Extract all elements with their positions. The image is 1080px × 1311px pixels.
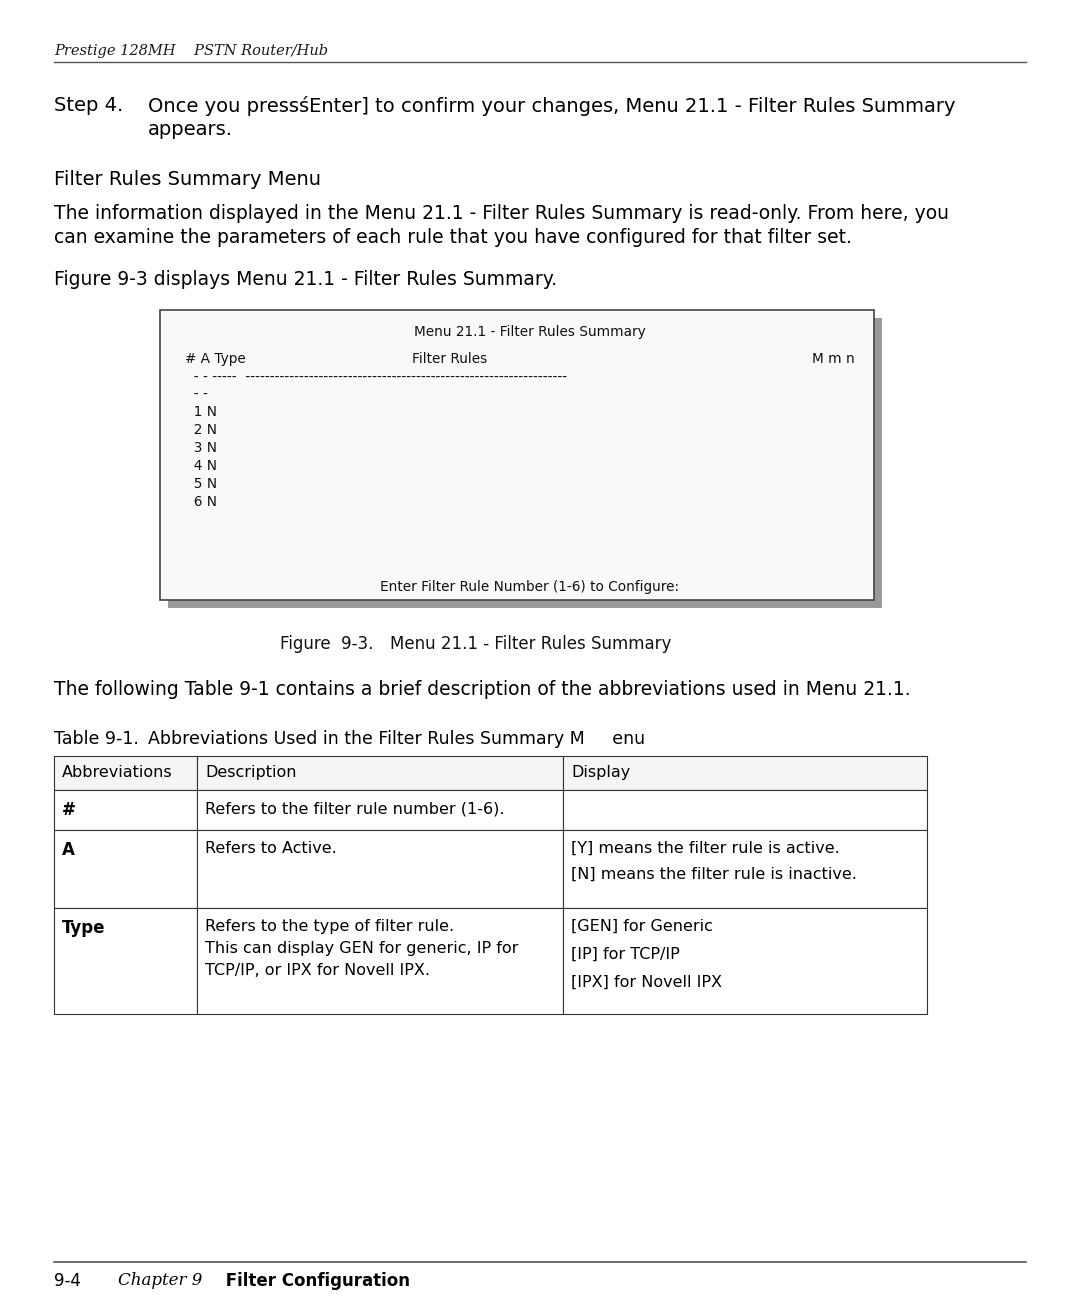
Text: Refers to Active.: Refers to Active.	[205, 840, 337, 856]
Text: [N] means the filter rule is inactive.: [N] means the filter rule is inactive.	[571, 867, 856, 882]
Text: Description: Description	[205, 766, 297, 780]
Text: 3 N: 3 N	[185, 440, 217, 455]
Text: A: A	[62, 840, 75, 859]
Text: 2 N: 2 N	[185, 423, 217, 437]
Bar	[563, 830, 927, 909]
Text: #: #	[62, 801, 76, 819]
Text: Abbreviations: Abbreviations	[62, 766, 173, 780]
Bar	[54, 756, 197, 791]
Text: [IPX] for Novell IPX: [IPX] for Novell IPX	[571, 975, 723, 990]
Text: Menu 21.1 - Filter Rules Summary: Menu 21.1 - Filter Rules Summary	[414, 325, 646, 340]
Text: This can display GEN for generic, IP for: This can display GEN for generic, IP for	[205, 941, 518, 956]
Text: Filter Rules Summary Menu: Filter Rules Summary Menu	[54, 170, 321, 189]
Bar	[54, 791, 197, 830]
Bar	[197, 756, 563, 791]
Text: Display: Display	[571, 766, 631, 780]
Text: Enter Filter Rule Number (1-6) to Configure:: Enter Filter Rule Number (1-6) to Config…	[380, 579, 679, 594]
Text: Type: Type	[62, 919, 106, 937]
Bar	[563, 756, 927, 791]
Bar	[54, 909, 197, 1013]
Text: Filter Rules: Filter Rules	[413, 351, 488, 366]
Text: Prestige 128MH    PSTN Router/Hub: Prestige 128MH PSTN Router/Hub	[54, 45, 328, 58]
Text: Once you pressśEnter] to confirm your changes, Menu 21.1 - Filter Rules Summary: Once you pressśEnter] to confirm your ch…	[148, 96, 956, 115]
Text: Chapter 9: Chapter 9	[118, 1272, 202, 1289]
Text: appears.: appears.	[148, 121, 233, 139]
Bar	[563, 909, 927, 1013]
Text: - -: - -	[185, 387, 207, 401]
Text: [IP] for TCP/IP: [IP] for TCP/IP	[571, 947, 679, 962]
Text: Abbreviations Used in the Filter Rules Summary M     enu: Abbreviations Used in the Filter Rules S…	[148, 730, 645, 749]
Bar	[197, 791, 563, 830]
Text: 9-4: 9-4	[54, 1272, 81, 1290]
Text: The information displayed in the Menu 21.1 - Filter Rules Summary is read-only. : The information displayed in the Menu 21…	[54, 205, 949, 223]
Text: [GEN] for Generic: [GEN] for Generic	[571, 919, 713, 933]
Text: Refers to the type of filter rule.: Refers to the type of filter rule.	[205, 919, 454, 933]
Text: can examine the parameters of each rule that you have configured for that filter: can examine the parameters of each rule …	[54, 228, 852, 246]
Text: Menu 21.1 - Filter Rules Summary: Menu 21.1 - Filter Rules Summary	[390, 635, 672, 653]
Text: Figure 9-3 displays Menu 21.1 - Filter Rules Summary.: Figure 9-3 displays Menu 21.1 - Filter R…	[54, 270, 557, 288]
Text: - - -----  ------------------------------------------------------------------: - - ----- ------------------------------…	[185, 370, 567, 384]
Bar	[563, 791, 927, 830]
Text: [Y] means the filter rule is active.: [Y] means the filter rule is active.	[571, 840, 840, 856]
Bar	[197, 909, 563, 1013]
Text: # A Type: # A Type	[185, 351, 246, 366]
Text: TCP/IP, or IPX for Novell IPX.: TCP/IP, or IPX for Novell IPX.	[205, 964, 430, 978]
Text: Step 4.: Step 4.	[54, 96, 123, 115]
Bar	[54, 830, 197, 909]
Bar	[160, 309, 874, 600]
Text: Figure  9-3.: Figure 9-3.	[280, 635, 374, 653]
Text: 6 N: 6 N	[185, 496, 217, 509]
Text: Refers to the filter rule number (1-6).: Refers to the filter rule number (1-6).	[205, 801, 504, 815]
Text: 5 N: 5 N	[185, 477, 217, 492]
Text: 1 N: 1 N	[185, 405, 217, 420]
Text: Filter Configuration: Filter Configuration	[220, 1272, 410, 1290]
Text: 4 N: 4 N	[185, 459, 217, 473]
Bar	[197, 830, 563, 909]
Bar	[168, 319, 882, 608]
Text: M m n: M m n	[812, 351, 855, 366]
Text: The following Table 9-1 contains a brief description of the abbreviations used i: The following Table 9-1 contains a brief…	[54, 680, 910, 699]
Text: Table 9-1.: Table 9-1.	[54, 730, 139, 749]
